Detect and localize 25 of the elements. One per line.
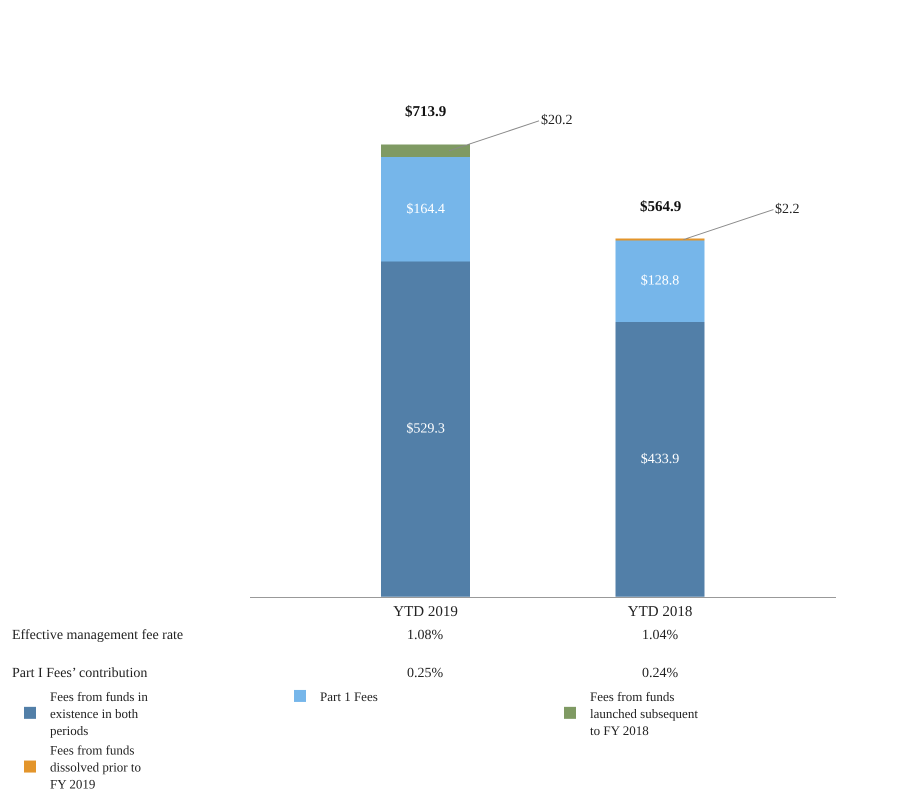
x-tick-label: YTD 2019 <box>393 604 458 620</box>
data-label: $164.4 <box>406 202 445 217</box>
legend-label: Part 1 Fees <box>320 689 378 704</box>
text: Effective management fee rate <box>12 628 184 643</box>
text: 1.08% <box>407 628 444 643</box>
bar <box>381 144 470 158</box>
text: 0.24% <box>642 666 678 681</box>
bar <box>615 240 705 322</box>
bar <box>381 157 470 262</box>
data-label: $2.2 <box>775 202 800 217</box>
text: 1.04% <box>642 628 678 643</box>
bar <box>615 322 705 597</box>
data-label: $433.9 <box>640 452 680 467</box>
text: Part I Fees’ contribution <box>12 666 148 681</box>
data-label: $529.3 <box>406 422 445 437</box>
legend-label: Fees from funds launched subsequent to FY 2018 <box>590 689 698 738</box>
legend-label: Fees from funds dissolved prior to FY 2019 <box>50 742 141 792</box>
total-label: $713.9 <box>405 104 446 120</box>
legend-label: Fees from funds in existence in both periods <box>50 689 148 738</box>
data-label: $128.8 <box>640 274 680 289</box>
text: 0.25% <box>407 666 444 681</box>
total-label: $564.9 <box>640 199 682 215</box>
bar <box>381 261 470 597</box>
x-tick-label: YTD 2018 <box>628 604 692 620</box>
data-label: $20.2 <box>541 113 572 128</box>
